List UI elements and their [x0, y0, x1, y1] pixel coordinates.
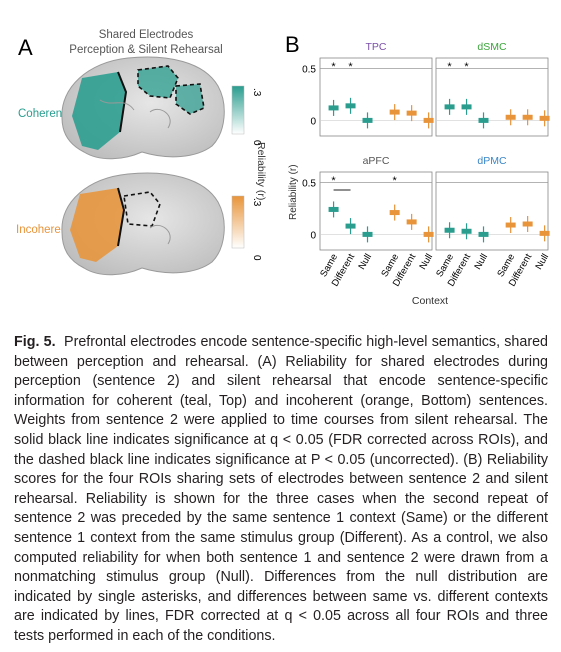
x-tick-label: Null	[533, 252, 551, 272]
panel-b-xlabel: Context	[412, 295, 448, 307]
coherent-colorbar	[231, 85, 245, 135]
figure: A Shared Electrodes Perception & Silent …	[0, 0, 561, 322]
data-point	[406, 219, 417, 225]
data-point	[362, 117, 373, 123]
data-point	[389, 210, 400, 216]
panel-a-title-1: Shared Electrodes	[99, 29, 194, 41]
data-point	[328, 206, 339, 212]
significance-star: *	[348, 61, 353, 73]
data-point	[406, 110, 417, 116]
colorbar-label: Reliability (r)	[255, 142, 267, 200]
data-point	[539, 115, 550, 121]
data-point	[461, 104, 472, 110]
panel-a-label: A	[18, 35, 33, 60]
chart-title: dPMC	[477, 155, 507, 167]
panel-b-label: B	[285, 32, 300, 57]
data-point	[461, 228, 472, 234]
brain-incoherent	[61, 172, 225, 276]
panel-b-ylabel: Reliability (r)	[288, 164, 299, 220]
caption-text: Prefrontal electrodes encode sentence-sp…	[14, 334, 548, 644]
x-tick-label: Null	[417, 252, 435, 272]
chart-frame	[435, 171, 549, 251]
data-point	[478, 231, 489, 237]
y-tick-label: 0	[310, 116, 316, 127]
coherent-label: Coherent	[18, 108, 66, 120]
x-tick-label: Null	[472, 252, 490, 272]
coherent-colorbar-top: .3	[251, 88, 262, 97]
incoherent-label: Incoherent	[16, 224, 71, 236]
incoherent-colorbar-bottom: 0	[251, 255, 262, 261]
significance-star: *	[464, 61, 469, 73]
x-tick-label: Null	[356, 252, 374, 272]
data-point	[423, 231, 434, 237]
coherent-colorbar-bottom: 0	[251, 140, 262, 146]
y-tick-label: 0.5	[302, 178, 316, 189]
y-tick-label: 0	[310, 230, 316, 241]
data-point	[522, 221, 533, 227]
significance-star: *	[447, 61, 452, 73]
significance-star: *	[393, 175, 398, 187]
chart-frame	[319, 57, 433, 137]
data-point	[389, 109, 400, 115]
chart-title: aPFC	[363, 155, 390, 167]
data-point	[423, 117, 434, 123]
panel-a-title-2: Perception & Silent Rehearsal	[69, 44, 222, 56]
data-point	[362, 231, 373, 237]
chart-frame	[319, 171, 433, 251]
incoherent-colorbar	[231, 195, 245, 249]
data-point	[328, 105, 339, 111]
data-point	[444, 104, 455, 110]
incoherent-colorbar-top: .3	[251, 198, 262, 207]
data-point	[539, 230, 550, 236]
significance-star: *	[331, 175, 336, 187]
data-point	[478, 117, 489, 123]
significance-star: *	[331, 61, 336, 73]
brain-coherent	[61, 56, 225, 160]
data-point	[444, 227, 455, 233]
y-tick-label: 0.5	[302, 64, 316, 75]
data-point	[345, 103, 356, 109]
data-point	[505, 114, 516, 120]
caption-lead: Fig. 5.	[14, 334, 56, 350]
chart-title: dSMC	[477, 41, 507, 53]
chart-title: TPC	[366, 41, 387, 53]
chart-frame	[435, 57, 549, 137]
figure-caption: Fig. 5. Prefrontal electrodes encode sen…	[14, 333, 548, 647]
data-point	[505, 222, 516, 228]
data-point	[522, 114, 533, 120]
data-point	[345, 223, 356, 229]
